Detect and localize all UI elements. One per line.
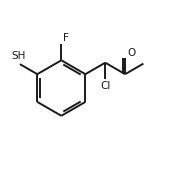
- Text: Cl: Cl: [100, 81, 110, 91]
- Text: SH: SH: [12, 51, 26, 61]
- Text: O: O: [127, 48, 135, 57]
- Text: F: F: [63, 33, 69, 43]
